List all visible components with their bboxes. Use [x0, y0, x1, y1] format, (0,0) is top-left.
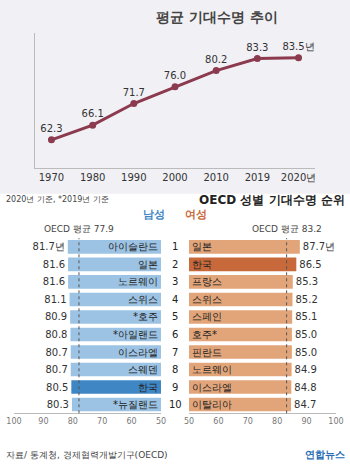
svg-text:10: 10	[169, 399, 182, 410]
svg-text:80: 80	[68, 417, 78, 426]
svg-text:84.8: 84.8	[294, 382, 316, 393]
svg-text:OECD 평균 77.9: OECD 평균 77.9	[44, 224, 114, 234]
svg-text:83.5년: 83.5년	[282, 41, 314, 52]
svg-text:연합뉴스: 연합뉴스	[305, 449, 345, 460]
svg-text:50: 50	[156, 417, 166, 426]
svg-text:84.9: 84.9	[295, 364, 317, 375]
svg-text:스위스: 스위스	[128, 294, 158, 305]
svg-text:90: 90	[38, 417, 48, 426]
svg-text:평균 기대수명 추이: 평균 기대수명 추이	[156, 9, 278, 25]
svg-text:이스라엘: 이스라엘	[118, 347, 158, 358]
svg-text:스페인: 스페인	[192, 311, 222, 322]
svg-text:2: 2	[172, 259, 178, 270]
svg-text:7: 7	[172, 347, 178, 358]
svg-text:1: 1	[172, 241, 178, 252]
svg-text:80.2: 80.2	[205, 54, 227, 65]
svg-text:5: 5	[172, 311, 178, 322]
svg-text:여성: 여성	[185, 208, 207, 221]
svg-text:*뉴질랜드: *뉴질랜드	[113, 399, 158, 410]
svg-text:2020년 기준, *2019년 기준: 2020년 기준, *2019년 기준	[6, 195, 109, 204]
svg-text:3: 3	[172, 276, 178, 287]
svg-text:81.1: 81.1	[44, 294, 66, 305]
svg-text:100: 100	[328, 417, 343, 426]
svg-text:한국: 한국	[192, 259, 212, 270]
svg-text:이탈리아: 이탈리아	[192, 399, 232, 410]
svg-text:80.3: 80.3	[47, 399, 69, 410]
svg-text:71.7: 71.7	[123, 87, 145, 98]
svg-text:66.1: 66.1	[82, 108, 104, 119]
svg-text:이스라엘: 이스라엘	[192, 382, 232, 393]
svg-text:100: 100	[6, 417, 21, 426]
svg-text:2019: 2019	[245, 172, 270, 183]
svg-text:6: 6	[172, 329, 178, 340]
svg-text:70: 70	[243, 417, 253, 426]
svg-text:85.0: 85.0	[295, 329, 317, 340]
svg-text:남성: 남성	[143, 208, 165, 221]
svg-text:8: 8	[172, 364, 178, 375]
svg-text:80.7: 80.7	[45, 347, 67, 358]
svg-text:83.3: 83.3	[246, 42, 268, 53]
svg-text:2010: 2010	[203, 172, 228, 183]
svg-text:81.7년: 81.7년	[33, 241, 65, 252]
svg-text:2000: 2000	[162, 172, 187, 183]
svg-text:*아일랜드: *아일랜드	[113, 329, 158, 340]
svg-text:한국: 한국	[138, 382, 158, 393]
svg-text:80.9: 80.9	[45, 311, 67, 322]
svg-text:*호주: *호주	[133, 311, 158, 322]
svg-text:84.7: 84.7	[294, 399, 316, 410]
svg-text:76.0: 76.0	[164, 70, 186, 81]
svg-text:80.5: 80.5	[46, 382, 68, 393]
svg-text:아이슬란드: 아이슬란드	[108, 241, 158, 252]
svg-text:60: 60	[213, 417, 223, 426]
svg-text:노르웨이: 노르웨이	[192, 364, 232, 375]
svg-text:프랑스: 프랑스	[192, 276, 222, 287]
svg-text:1980: 1980	[80, 172, 105, 183]
svg-text:OECD 평균 83.2: OECD 평균 83.2	[252, 224, 322, 234]
svg-text:핀란드: 핀란드	[192, 347, 222, 358]
svg-text:1990: 1990	[121, 172, 146, 183]
svg-text:스위스: 스위스	[192, 294, 222, 305]
svg-text:80.7: 80.7	[45, 364, 67, 375]
svg-text:9: 9	[172, 382, 178, 393]
svg-text:86.5: 86.5	[299, 259, 321, 270]
svg-text:87.7년: 87.7년	[303, 241, 335, 252]
svg-text:OECD 성별 기대수명 순위: OECD 성별 기대수명 순위	[199, 193, 345, 207]
svg-text:85.3: 85.3	[296, 276, 318, 287]
svg-text:85.1: 85.1	[295, 311, 317, 322]
svg-text:62.3: 62.3	[40, 123, 62, 134]
svg-text:1970: 1970	[39, 172, 64, 183]
svg-text:80: 80	[272, 417, 282, 426]
svg-text:자료/ 통계청, 경제협력개발기구(OECD): 자료/ 통계청, 경제협력개발기구(OECD)	[6, 450, 168, 460]
svg-text:일본: 일본	[192, 241, 212, 252]
svg-text:85.0: 85.0	[295, 347, 317, 358]
svg-text:4: 4	[172, 294, 178, 305]
svg-text:60: 60	[127, 417, 137, 426]
svg-text:일본: 일본	[138, 259, 158, 270]
svg-text:호주*: 호주*	[192, 329, 217, 340]
svg-text:80.8: 80.8	[45, 329, 67, 340]
svg-text:90: 90	[302, 417, 312, 426]
svg-text:노르웨이: 노르웨이	[118, 276, 158, 287]
svg-text:스웨덴: 스웨덴	[128, 364, 158, 375]
svg-text:81.6: 81.6	[43, 259, 65, 270]
svg-text:50: 50	[184, 417, 194, 426]
svg-text:85.2: 85.2	[295, 294, 317, 305]
svg-text:81.6: 81.6	[43, 276, 65, 287]
svg-text:2020년: 2020년	[281, 172, 316, 183]
svg-text:70: 70	[97, 417, 107, 426]
